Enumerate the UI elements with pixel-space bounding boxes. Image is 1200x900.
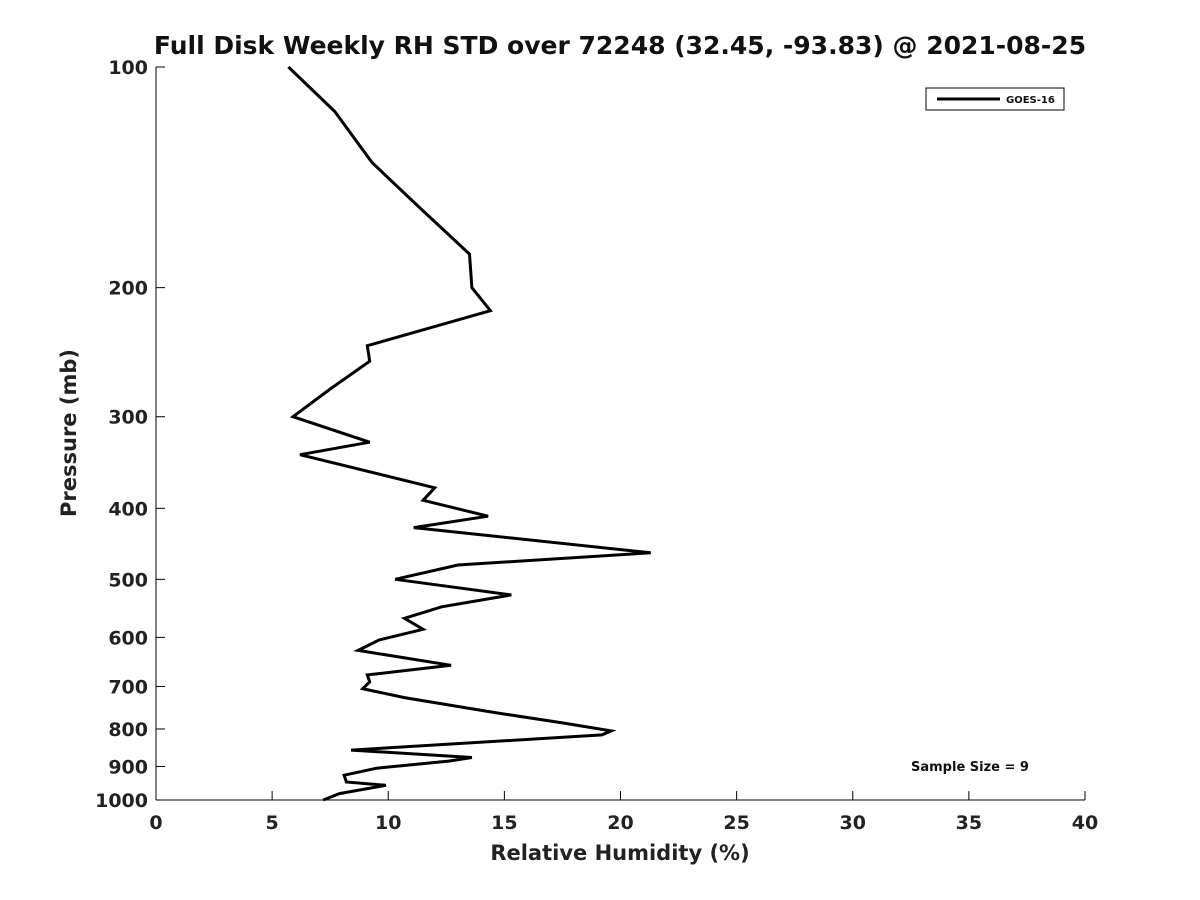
x-tick-label: 35 — [956, 812, 982, 834]
x-tick-label: 40 — [1072, 812, 1098, 834]
x-tick-label: 25 — [723, 812, 749, 834]
y-tick-label: 900 — [108, 756, 148, 778]
x-tick-label: 20 — [607, 812, 633, 834]
x-axis-label: Relative Humidity (%) — [490, 841, 749, 865]
x-tick-label: 30 — [840, 812, 866, 834]
y-axis-ticks: 100 200 300 400 500 600 700 800 900 1000 — [95, 57, 165, 812]
chart-title: Full Disk Weekly RH STD over 72248 (32.4… — [154, 31, 1086, 60]
y-tick-label: 500 — [108, 569, 148, 591]
x-tick-label: 0 — [149, 812, 162, 834]
y-axis-label: Pressure (mb) — [57, 349, 81, 517]
series-line-goes-16 — [287, 65, 651, 802]
y-tick-label: 800 — [108, 719, 148, 741]
y-tick-label: 400 — [108, 498, 148, 520]
x-tick-label: 10 — [375, 812, 401, 834]
sample-size-annotation: Sample Size = 9 — [911, 760, 1029, 775]
legend-label-goes-16: GOES-16 — [1006, 95, 1055, 106]
y-tick-label: 1000 — [95, 790, 148, 812]
x-axis-ticks: 0 5 10 15 20 25 30 35 40 — [149, 791, 1098, 834]
y-tick-label: 700 — [108, 676, 148, 698]
x-tick-label: 15 — [491, 812, 517, 834]
plot-axes — [155, 67, 1085, 801]
x-tick-label: 5 — [266, 812, 279, 834]
y-tick-label: 300 — [108, 407, 148, 429]
legend: GOES-16 — [925, 87, 1065, 111]
y-tick-label: 100 — [108, 57, 148, 79]
y-tick-label: 600 — [108, 627, 148, 649]
y-tick-label: 200 — [108, 278, 148, 300]
